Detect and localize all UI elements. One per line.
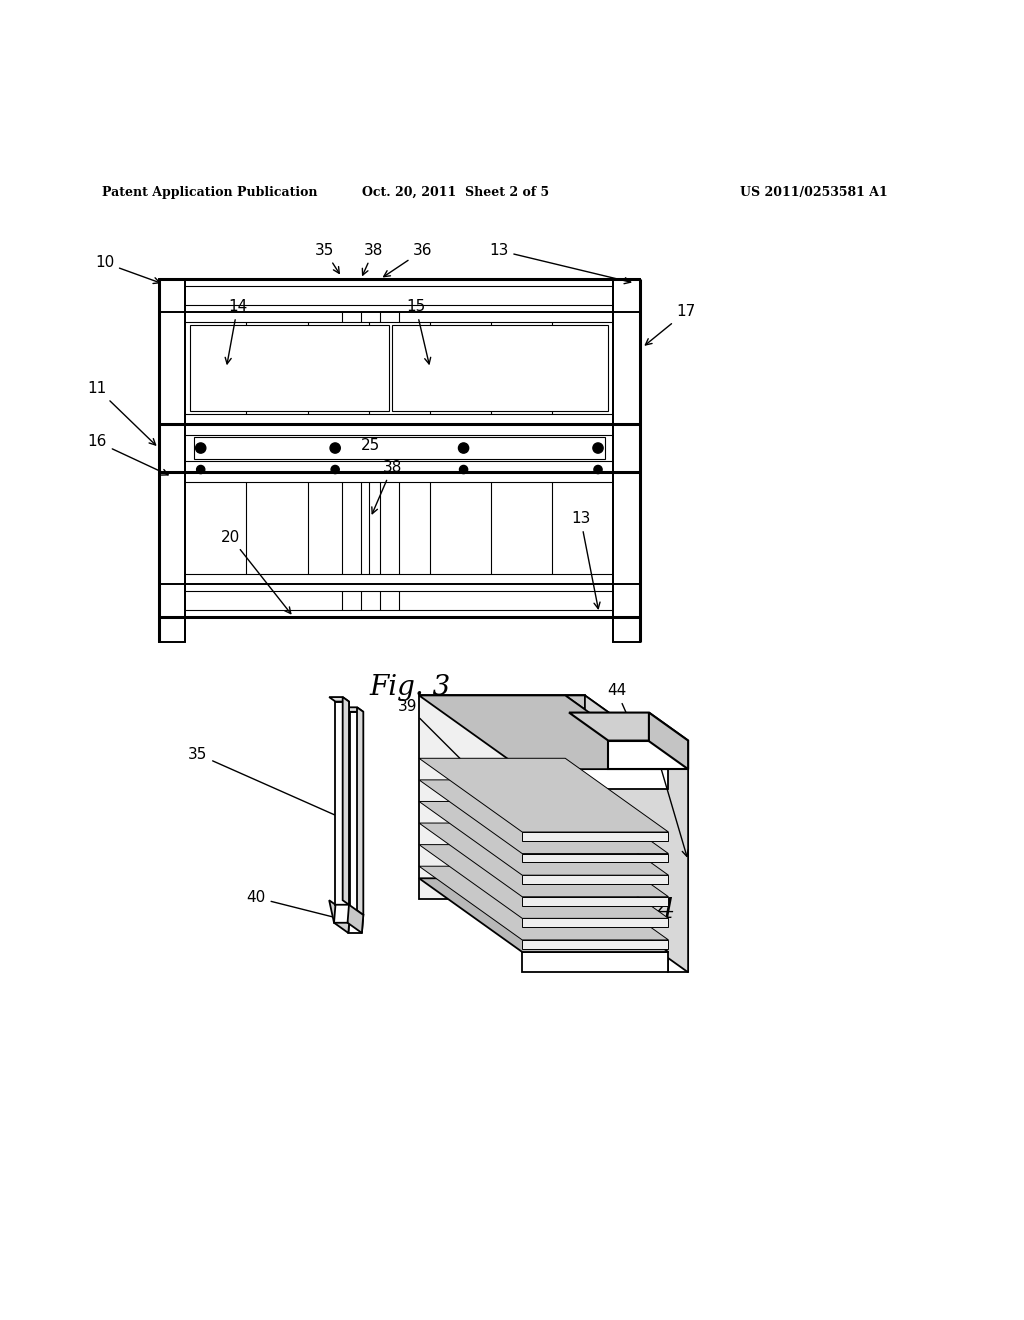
- Polygon shape: [585, 696, 688, 973]
- Polygon shape: [522, 832, 669, 841]
- Polygon shape: [348, 915, 364, 933]
- Circle shape: [331, 466, 339, 474]
- Bar: [190, 325, 389, 411]
- Polygon shape: [649, 713, 688, 770]
- Text: 17: 17: [645, 305, 695, 345]
- Polygon shape: [419, 696, 585, 899]
- Polygon shape: [419, 845, 669, 919]
- Bar: [159, 279, 640, 312]
- Polygon shape: [343, 900, 364, 933]
- Polygon shape: [336, 701, 349, 904]
- Polygon shape: [419, 878, 669, 952]
- Polygon shape: [608, 741, 688, 770]
- Polygon shape: [419, 801, 669, 875]
- Text: 39: 39: [532, 826, 568, 899]
- Polygon shape: [329, 900, 350, 933]
- Text: 36: 36: [640, 725, 688, 857]
- Polygon shape: [522, 875, 669, 884]
- Bar: [392, 325, 608, 411]
- Text: 38: 38: [372, 459, 401, 513]
- Bar: [194, 437, 605, 459]
- Circle shape: [594, 466, 602, 474]
- Text: Fig. 4: Fig. 4: [594, 898, 676, 924]
- Text: US 2011/0253581 A1: US 2011/0253581 A1: [740, 186, 888, 198]
- Bar: [159, 585, 640, 616]
- Polygon shape: [419, 780, 669, 854]
- Text: 10: 10: [95, 255, 160, 284]
- Polygon shape: [522, 854, 669, 862]
- Polygon shape: [343, 708, 364, 711]
- Circle shape: [196, 444, 206, 453]
- Polygon shape: [343, 697, 349, 904]
- Polygon shape: [329, 697, 349, 701]
- Text: 40: 40: [247, 890, 349, 923]
- Polygon shape: [419, 824, 669, 896]
- Circle shape: [593, 444, 603, 453]
- Text: Fig. 3: Fig. 3: [369, 675, 451, 701]
- Text: 13: 13: [571, 511, 600, 609]
- Bar: [159, 425, 640, 471]
- Polygon shape: [419, 758, 669, 832]
- Text: 36: 36: [384, 243, 433, 277]
- Polygon shape: [522, 770, 669, 789]
- Polygon shape: [334, 904, 349, 923]
- Circle shape: [197, 466, 205, 474]
- Text: 35: 35: [315, 243, 339, 273]
- Polygon shape: [522, 940, 669, 949]
- Bar: [159, 279, 185, 642]
- Text: 20: 20: [221, 529, 291, 614]
- Text: 15: 15: [407, 300, 431, 364]
- Circle shape: [330, 444, 340, 453]
- Polygon shape: [522, 896, 669, 906]
- Polygon shape: [522, 919, 669, 927]
- Text: 39: 39: [397, 698, 565, 863]
- Text: 25: 25: [361, 438, 380, 454]
- Text: 13: 13: [489, 243, 631, 284]
- Polygon shape: [522, 952, 669, 973]
- Circle shape: [460, 466, 468, 474]
- Text: 35: 35: [188, 747, 349, 822]
- Polygon shape: [350, 711, 364, 915]
- Polygon shape: [569, 713, 688, 741]
- Text: 11: 11: [88, 381, 156, 445]
- Polygon shape: [669, 770, 688, 973]
- Text: 14: 14: [225, 300, 247, 364]
- Text: 38: 38: [362, 243, 383, 275]
- Text: 16: 16: [88, 434, 168, 475]
- Polygon shape: [419, 696, 669, 770]
- Circle shape: [459, 444, 469, 453]
- Text: Oct. 20, 2011  Sheet 2 of 5: Oct. 20, 2011 Sheet 2 of 5: [362, 186, 549, 198]
- Bar: [613, 279, 640, 642]
- Polygon shape: [357, 708, 364, 915]
- Polygon shape: [565, 696, 688, 770]
- Text: Patent Application Publication: Patent Application Publication: [102, 186, 317, 198]
- Polygon shape: [419, 866, 669, 940]
- Text: 44: 44: [607, 684, 635, 731]
